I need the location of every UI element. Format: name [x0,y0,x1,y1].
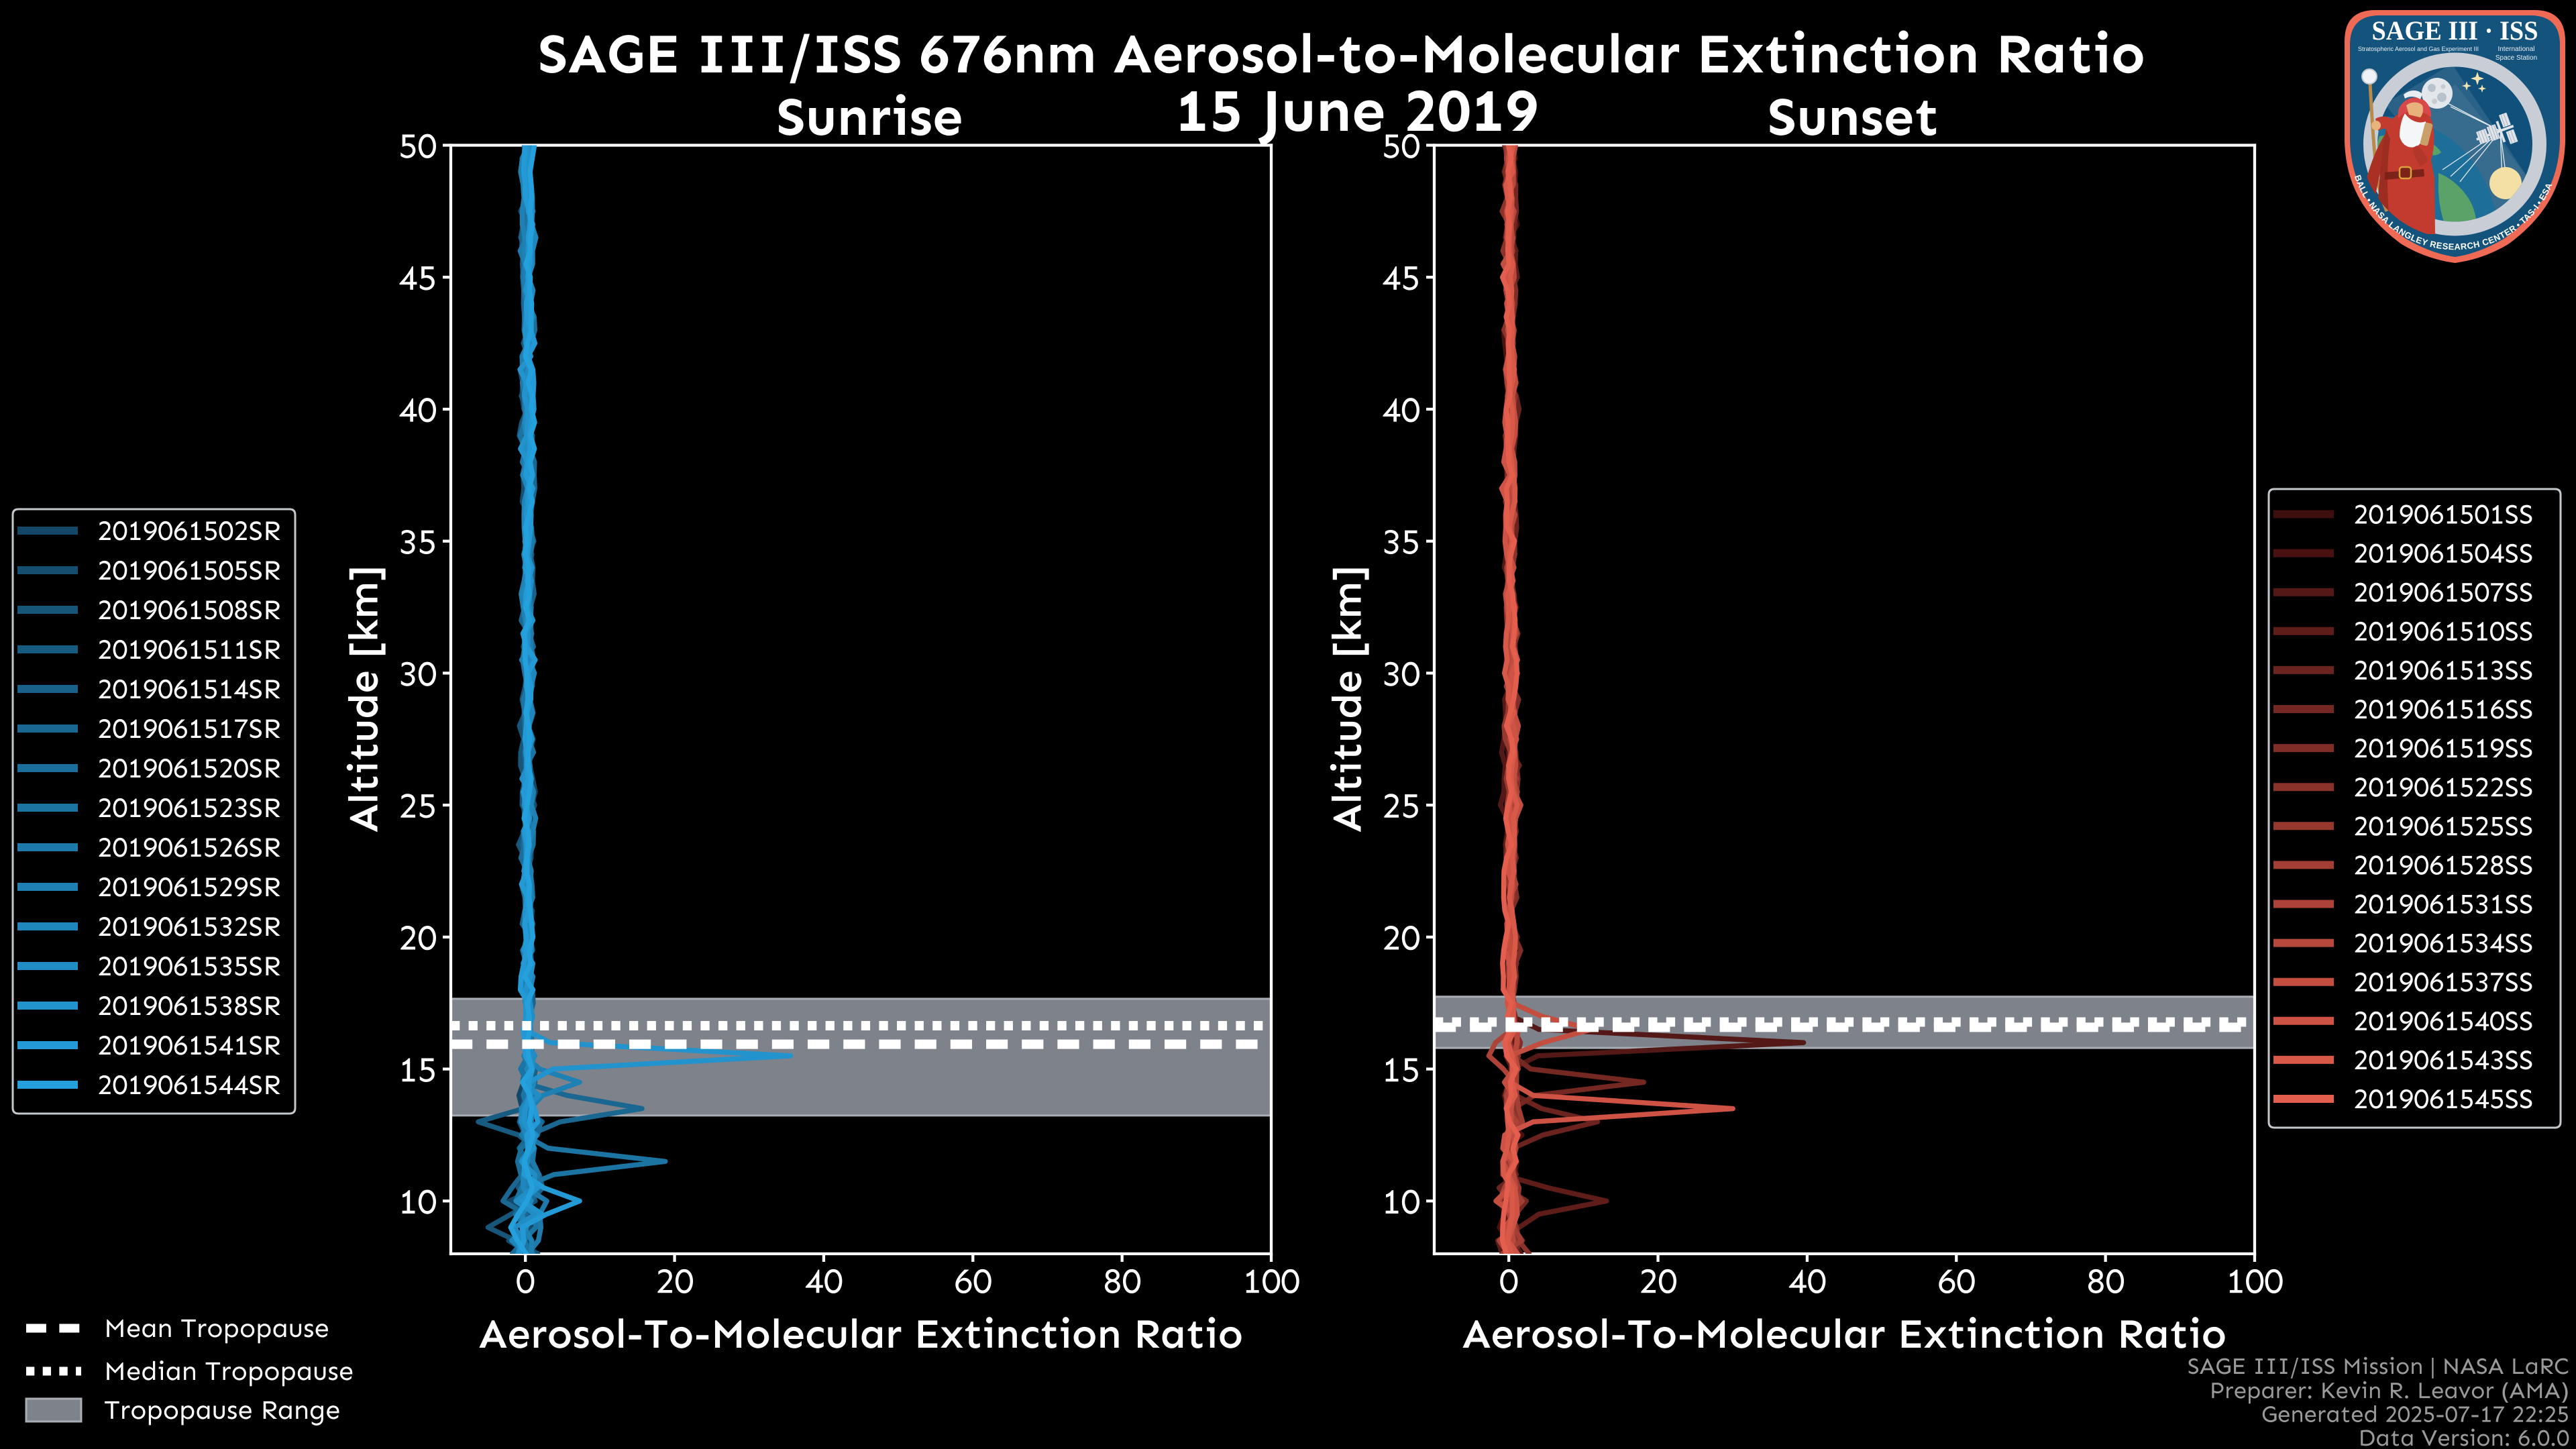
svg-text:International: International [2498,46,2534,53]
svg-text:Space Station: Space Station [2496,54,2537,62]
svg-text:Stratospheric Aerosol and Gas: Stratospheric Aerosol and Gas Experiment… [2358,46,2479,52]
svg-text:SAGE III · ISS: SAGE III · ISS [2372,15,2538,46]
